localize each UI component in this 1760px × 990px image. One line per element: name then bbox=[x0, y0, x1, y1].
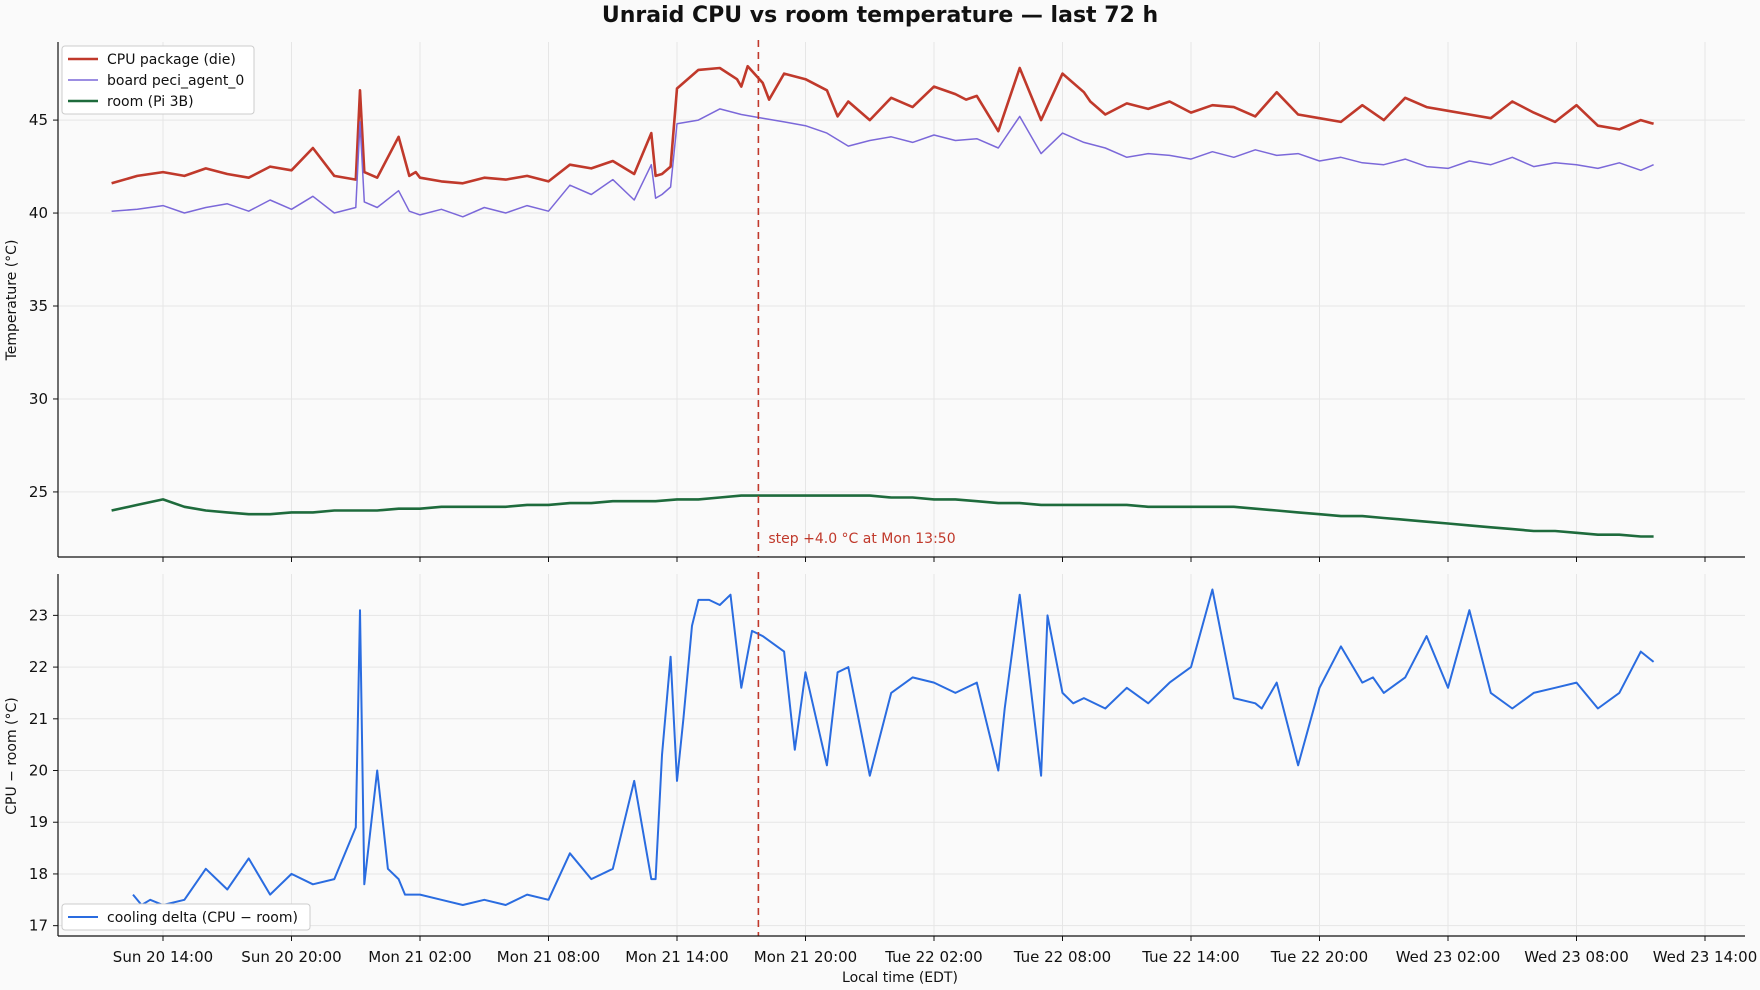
cpu-package-line bbox=[111, 64, 1654, 185]
x-tick-label: Tue 22 02:00 bbox=[884, 948, 982, 966]
bottom-panel: 17 18 19 20 21 22 23 Sun 20 14:00 Sun 20 20:00 M… bbox=[4, 572, 1757, 986]
y-tick-label: 45 bbox=[29, 111, 48, 129]
x-tick-label: Wed 23 02:00 bbox=[1396, 948, 1501, 966]
board-peci-line bbox=[111, 108, 1654, 218]
legend-delta: cooling delta (CPU − room) bbox=[107, 910, 298, 926]
y-tick-label: 20 bbox=[29, 762, 48, 780]
x-tick-label: Wed 23 14:00 bbox=[1653, 948, 1758, 966]
x-axis-label: Local time (EDT) bbox=[842, 970, 958, 986]
x-tick-label: Mon 21 02:00 bbox=[368, 948, 471, 966]
y-tick-label: 30 bbox=[29, 390, 48, 408]
y-tick-label: 19 bbox=[29, 813, 48, 831]
y-tick-label: 22 bbox=[29, 658, 48, 676]
x-tick-label: Mon 21 20:00 bbox=[754, 948, 857, 966]
bottom-legend: cooling delta (CPU − room) bbox=[61, 903, 311, 931]
cooling-delta-line bbox=[132, 588, 1655, 906]
x-tick-label: Tue 22 20:00 bbox=[1270, 948, 1368, 966]
top-panel: 25 30 35 40 45 Temperature (°C) step +4.0 °C… bbox=[4, 40, 1745, 562]
y-tick-label: 40 bbox=[29, 204, 48, 222]
y-tick-label: 17 bbox=[29, 917, 48, 935]
x-tick-label: Wed 23 08:00 bbox=[1524, 948, 1629, 966]
y-tick-label: 18 bbox=[29, 865, 48, 883]
chart-title: Unraid CPU vs room temperature — last 72… bbox=[602, 3, 1158, 28]
legend-cpu: CPU package (die) bbox=[107, 52, 236, 68]
top-ylabel: Temperature (°C) bbox=[4, 240, 20, 362]
y-tick-label: 35 bbox=[29, 297, 48, 315]
x-tick-label: Sun 20 20:00 bbox=[241, 948, 341, 966]
legend-board: board peci_agent_0 bbox=[107, 73, 244, 89]
top-legend: CPU package (die) board peci_agent_0 roo… bbox=[61, 45, 255, 115]
y-tick-label: 21 bbox=[29, 710, 48, 728]
x-tick-label: Mon 21 14:00 bbox=[625, 948, 728, 966]
x-tick-label: Tue 22 14:00 bbox=[1141, 948, 1239, 966]
step-annotation: step +4.0 °C at Mon 13:50 bbox=[768, 531, 955, 547]
x-tick-label: Mon 21 08:00 bbox=[497, 948, 600, 966]
legend-room: room (Pi 3B) bbox=[107, 94, 194, 110]
x-tick-label: Tue 22 08:00 bbox=[1013, 948, 1111, 966]
y-tick-label: 23 bbox=[29, 606, 48, 624]
room-temp-line bbox=[111, 494, 1654, 538]
bottom-ylabel: CPU − room (°C) bbox=[4, 697, 20, 814]
x-tick-label: Sun 20 14:00 bbox=[113, 948, 213, 966]
y-tick-label: 25 bbox=[29, 483, 48, 501]
